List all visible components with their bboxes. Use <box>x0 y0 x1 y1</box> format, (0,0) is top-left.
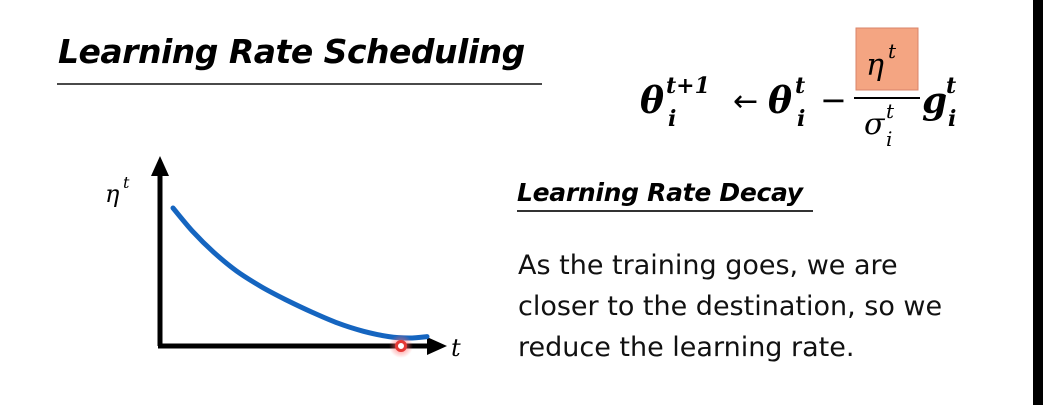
g-symbol: g <box>922 80 947 122</box>
decay-title: Learning Rate Decay <box>517 178 803 207</box>
decay-title-underline <box>517 210 813 212</box>
rhs-theta: θ <box>768 80 792 122</box>
y-axis-label: η <box>105 180 120 208</box>
eta-symbol: η <box>866 48 884 83</box>
current-point-marker <box>395 340 407 352</box>
description: As the training goes, we are closer to t… <box>518 245 998 368</box>
y-axis-label-sup: t <box>123 173 130 192</box>
description-line-3: reduce the learning rate. <box>518 332 855 363</box>
assign-arrow: ← <box>733 84 758 119</box>
update-formula: θ t+1 i ← θ t i − η t σ t i g t i <box>640 27 956 151</box>
eta-highlight-box <box>855 27 919 91</box>
title-underline <box>57 83 542 85</box>
description-line-2: closer to the destination, so we <box>518 291 943 322</box>
rhs-theta-sup: t <box>795 73 805 99</box>
rhs-theta-sub: i <box>797 106 805 132</box>
lhs-theta-sup: t+1 <box>666 73 710 99</box>
lhs-theta: θ <box>640 80 664 122</box>
minus-sign: − <box>820 81 847 119</box>
g-sub: i <box>948 106 956 132</box>
sigma-sup: t <box>886 99 895 123</box>
decay-graph: η t t <box>105 156 461 362</box>
g-sup: t <box>946 73 956 99</box>
description-line-1: As the training goes, we are <box>518 250 898 281</box>
eta-sup: t <box>888 39 897 63</box>
x-axis-label: t <box>451 334 461 362</box>
decay-curve <box>170 205 430 341</box>
y-axis-arrowhead <box>151 156 169 176</box>
sigma-symbol: σ <box>864 107 886 142</box>
sigma-sub: i <box>886 127 892 151</box>
lhs-theta-sub: i <box>668 106 676 132</box>
x-axis-arrowhead <box>427 337 447 355</box>
slide-title: Learning Rate Scheduling <box>58 32 525 71</box>
